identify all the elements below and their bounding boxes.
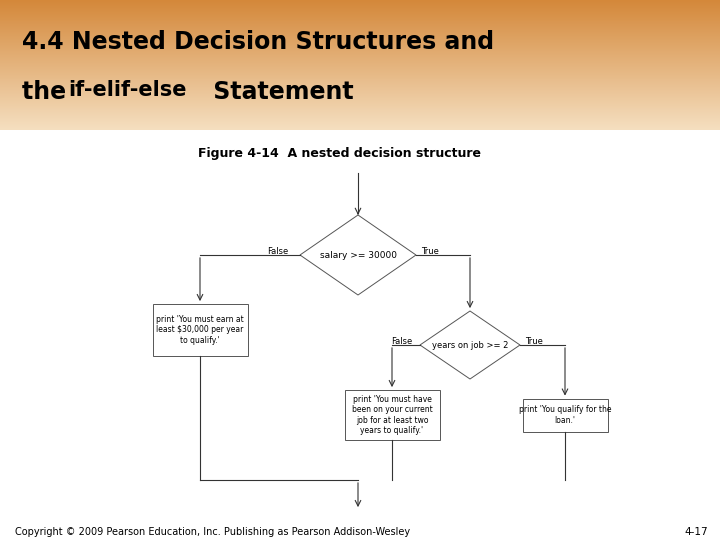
Text: True: True: [421, 246, 439, 255]
Text: years on job >= 2: years on job >= 2: [432, 341, 508, 349]
Text: print 'You qualify for the
loan.': print 'You qualify for the loan.': [518, 406, 611, 424]
Text: 4-17: 4-17: [685, 527, 708, 537]
Text: Figure 4-14  A nested decision structure: Figure 4-14 A nested decision structure: [199, 146, 482, 159]
Text: Statement: Statement: [205, 80, 354, 104]
Polygon shape: [300, 215, 416, 295]
Text: True: True: [525, 336, 543, 346]
Bar: [523, 399, 608, 431]
Text: if-elif-else: if-elif-else: [68, 80, 186, 100]
Bar: [153, 304, 248, 356]
Text: False: False: [266, 246, 288, 255]
Text: salary >= 30000: salary >= 30000: [320, 251, 397, 260]
Text: False: False: [391, 336, 412, 346]
Bar: [344, 390, 439, 440]
Text: 4.4 Nested Decision Structures and: 4.4 Nested Decision Structures and: [22, 30, 494, 54]
Text: Copyright © 2009 Pearson Education, Inc. Publishing as Pearson Addison-Wesley: Copyright © 2009 Pearson Education, Inc.…: [15, 527, 410, 537]
Text: the: the: [22, 80, 74, 104]
Polygon shape: [420, 311, 520, 379]
Text: print 'You must earn at
least $30,000 per year
to qualify.': print 'You must earn at least $30,000 pe…: [156, 315, 244, 345]
Text: print 'You must have
been on your current
job for at least two
years to qualify.: print 'You must have been on your curren…: [351, 395, 433, 435]
